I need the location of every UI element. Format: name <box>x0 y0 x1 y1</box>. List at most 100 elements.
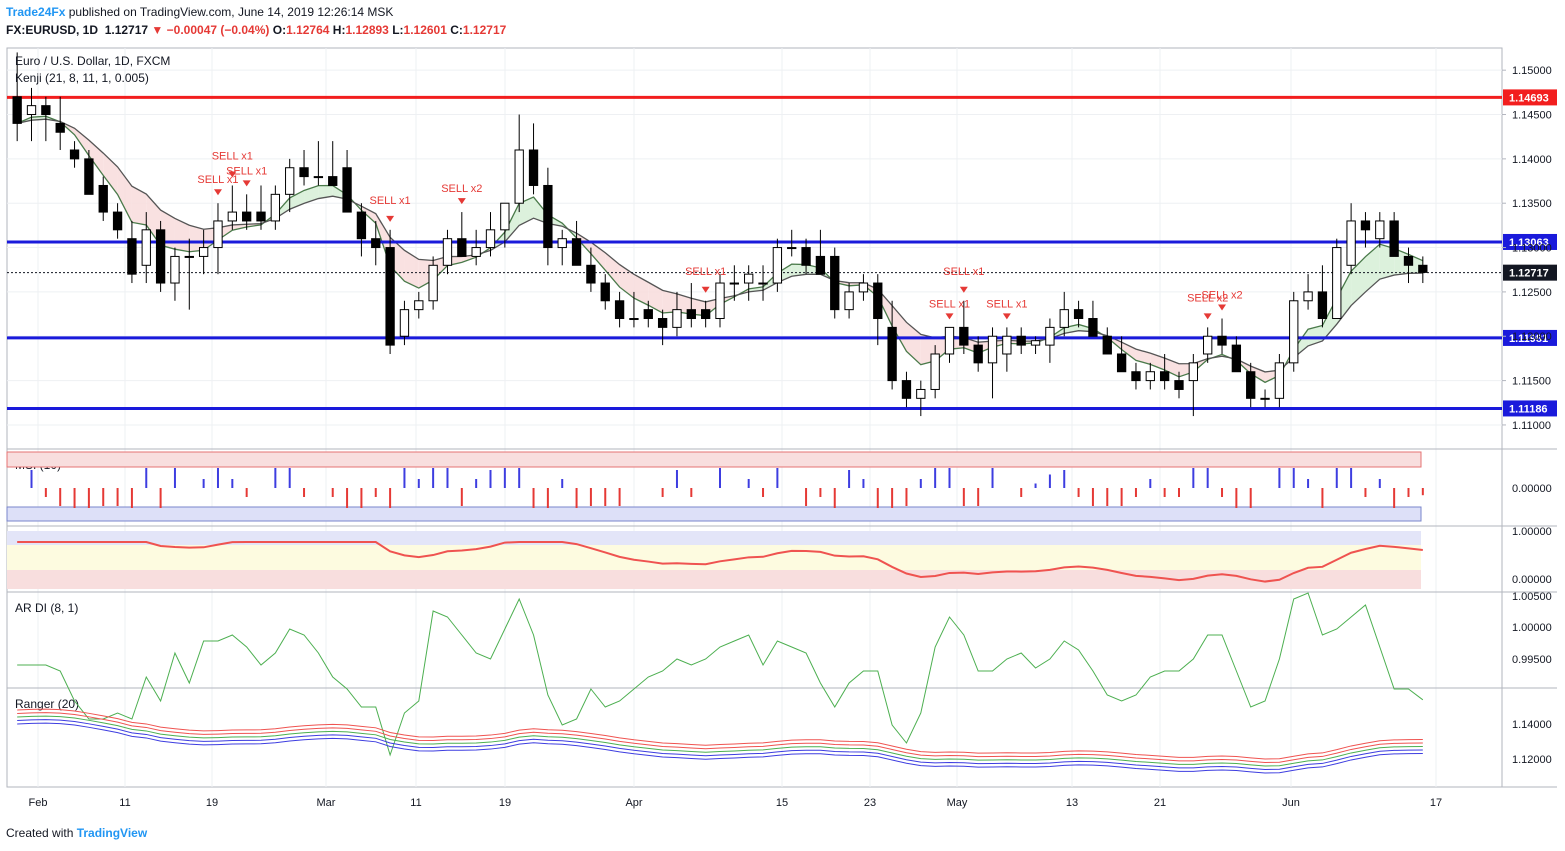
candle[interactable] <box>672 291 682 337</box>
candle[interactable] <box>313 141 324 186</box>
candle[interactable] <box>973 336 983 372</box>
candle[interactable] <box>471 229 481 266</box>
candle[interactable] <box>715 274 725 328</box>
candle[interactable] <box>1260 389 1270 408</box>
candle[interactable] <box>69 141 80 168</box>
candle[interactable] <box>198 229 209 275</box>
candle[interactable] <box>1317 265 1328 328</box>
candle[interactable] <box>729 265 740 301</box>
candle[interactable] <box>643 300 653 328</box>
candle[interactable] <box>873 274 883 346</box>
candle[interactable] <box>84 149 94 195</box>
candle[interactable] <box>815 229 826 275</box>
candle[interactable] <box>1088 300 1098 337</box>
candle[interactable] <box>557 229 567 266</box>
candle[interactable] <box>1188 353 1198 417</box>
candle[interactable] <box>41 96 51 142</box>
candle[interactable] <box>1360 212 1371 248</box>
candle[interactable] <box>1145 362 1155 390</box>
candle[interactable] <box>1403 247 1414 284</box>
candle[interactable] <box>1217 318 1227 354</box>
candle[interactable] <box>787 229 797 257</box>
candle[interactable] <box>858 274 869 301</box>
candle[interactable] <box>987 327 998 399</box>
candle[interactable] <box>887 300 897 390</box>
candle[interactable] <box>155 220 166 292</box>
candle[interactable] <box>1073 300 1084 328</box>
candle[interactable] <box>328 141 338 186</box>
candle[interactable] <box>1045 318 1055 363</box>
candle[interactable] <box>1289 291 1299 372</box>
candle[interactable] <box>98 176 108 221</box>
candle[interactable] <box>112 203 123 239</box>
candle[interactable] <box>614 291 625 328</box>
candle[interactable] <box>213 203 223 275</box>
candle[interactable] <box>1116 336 1127 373</box>
candle[interactable] <box>227 185 237 230</box>
candle[interactable] <box>1375 212 1385 248</box>
candle[interactable] <box>772 238 783 292</box>
candle[interactable] <box>528 123 539 195</box>
candle[interactable] <box>543 167 553 266</box>
candle[interactable] <box>700 300 711 328</box>
candle[interactable] <box>944 326 955 363</box>
candle[interactable] <box>758 265 768 301</box>
candle[interactable] <box>500 202 510 248</box>
candle[interactable] <box>1002 327 1012 372</box>
candle[interactable] <box>959 300 969 354</box>
candle[interactable] <box>12 52 22 142</box>
candle[interactable] <box>1418 256 1428 284</box>
candle[interactable] <box>930 345 940 399</box>
candle[interactable] <box>1131 362 1141 390</box>
candle[interactable] <box>1102 327 1112 355</box>
candle[interactable] <box>916 380 926 417</box>
candle[interactable] <box>657 309 668 346</box>
candle[interactable] <box>901 371 912 408</box>
candle[interactable] <box>844 283 854 319</box>
candle[interactable] <box>184 238 194 310</box>
candle[interactable] <box>586 247 596 292</box>
candle[interactable] <box>371 220 381 266</box>
candle[interactable] <box>600 274 610 310</box>
candle[interactable] <box>1059 291 1069 337</box>
candle[interactable] <box>744 265 754 301</box>
candle[interactable] <box>801 238 811 275</box>
tradingview-logo[interactable]: TradingView <box>76 826 148 840</box>
candle[interactable] <box>1030 336 1041 354</box>
candle[interactable] <box>356 203 367 257</box>
candle[interactable] <box>1174 371 1184 399</box>
candle[interactable] <box>514 114 524 213</box>
candle[interactable] <box>342 149 352 213</box>
candle[interactable] <box>1246 362 1256 408</box>
candle[interactable] <box>1303 274 1313 310</box>
candle[interactable] <box>629 291 639 328</box>
candle[interactable] <box>385 229 395 354</box>
candle[interactable] <box>299 149 309 186</box>
candle[interactable] <box>399 300 410 346</box>
candle[interactable] <box>485 212 496 257</box>
candle[interactable] <box>285 158 295 213</box>
candle[interactable] <box>414 291 424 319</box>
candle[interactable] <box>141 212 151 284</box>
candle[interactable] <box>1389 212 1399 257</box>
candle[interactable] <box>1203 327 1213 363</box>
candle[interactable] <box>256 185 266 230</box>
candle[interactable] <box>26 87 37 142</box>
candle[interactable] <box>457 212 467 257</box>
candle[interactable] <box>55 96 65 150</box>
candle[interactable] <box>170 247 180 301</box>
candle[interactable] <box>1016 327 1026 354</box>
publisher-name[interactable]: Trade24Fx <box>6 5 66 19</box>
candle[interactable] <box>242 194 252 230</box>
candle[interactable] <box>1274 353 1285 408</box>
candle[interactable] <box>428 256 438 310</box>
candle[interactable] <box>1231 336 1242 373</box>
candle[interactable] <box>127 220 137 284</box>
candle[interactable] <box>830 247 840 319</box>
candle[interactable] <box>270 185 281 230</box>
candle[interactable] <box>1159 353 1170 390</box>
candle[interactable] <box>571 220 582 266</box>
candle[interactable] <box>686 283 696 328</box>
candle[interactable] <box>1346 203 1356 275</box>
